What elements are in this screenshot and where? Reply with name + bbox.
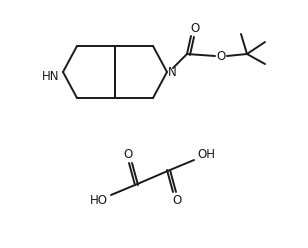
Text: N: N xyxy=(168,66,177,80)
Text: HN: HN xyxy=(42,69,59,83)
Text: O: O xyxy=(124,149,133,161)
Text: O: O xyxy=(172,193,182,207)
Text: HO: HO xyxy=(90,193,108,207)
Text: O: O xyxy=(217,50,226,62)
Text: OH: OH xyxy=(197,149,215,161)
Text: O: O xyxy=(190,23,200,35)
